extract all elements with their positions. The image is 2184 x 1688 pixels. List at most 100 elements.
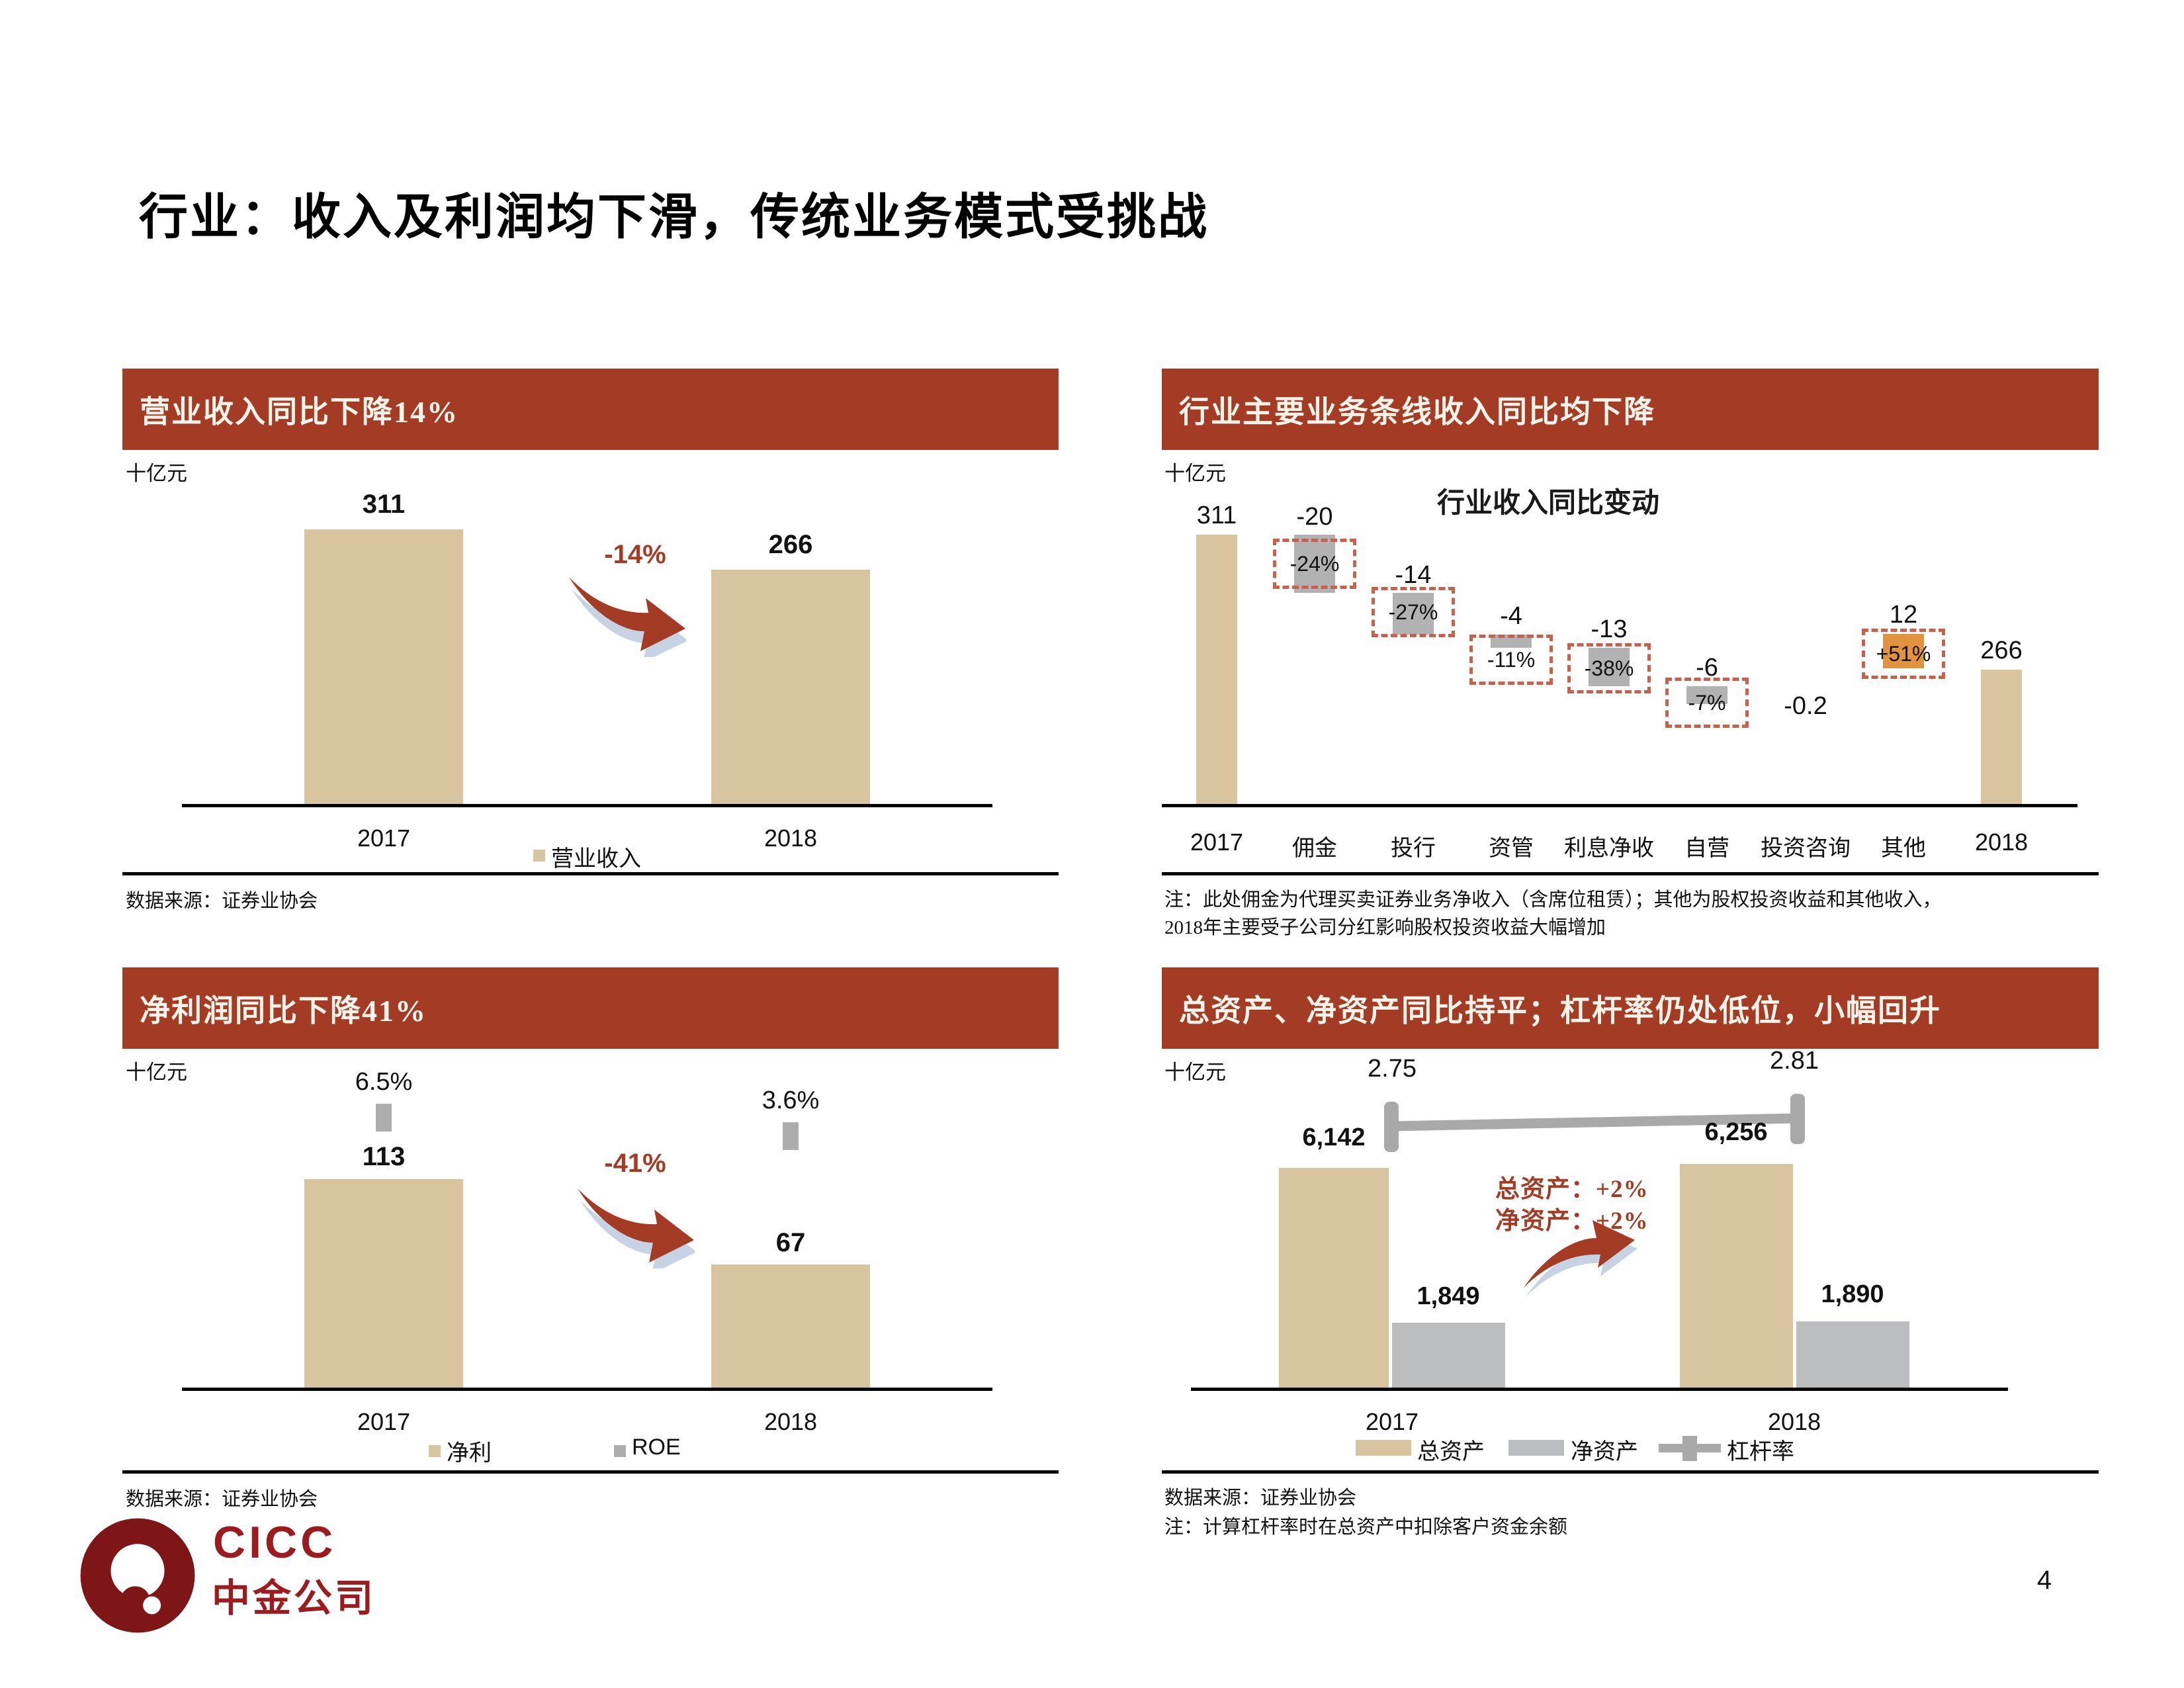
assets-annotation-line2: 净资产：+2% <box>1495 1208 1649 1235</box>
decline-arrow-icon <box>578 1188 695 1268</box>
assets-net-2018-value: 1,890 <box>1821 1280 1884 1308</box>
revenue-change-label: -14% <box>604 540 666 569</box>
waterfall-bar-am <box>1491 635 1532 648</box>
assets-x-axis <box>1191 1388 2008 1391</box>
waterfall-x-interest: 利息净收 <box>1564 836 1654 861</box>
waterfall-x-2018: 2018 <box>1974 828 2029 856</box>
revenue-2018-value: 266 <box>768 530 813 559</box>
revenue-panel-header-text: 营业收入同比下降14% <box>140 394 459 429</box>
waterfall-bar-ib <box>1393 593 1434 635</box>
profit-change-label: -41% <box>604 1149 666 1178</box>
revenue-2017-value: 311 <box>362 490 406 519</box>
revenue-separator <box>122 872 1059 875</box>
profit-roe-2017-marker <box>376 1104 392 1132</box>
profit-2018-bar <box>711 1265 870 1390</box>
profit-roe-2017-value: 6.5% <box>355 1068 413 1096</box>
profit-roe-2018-value: 3.6% <box>762 1087 820 1114</box>
waterfall-value-other: 12 <box>1889 601 1918 629</box>
waterfall-unit-label: 十亿元 <box>1164 462 1226 485</box>
waterfall-value-ib: -14 <box>1395 561 1432 589</box>
revenue-x-2018: 2018 <box>764 824 818 852</box>
waterfall-value-2017: 311 <box>1196 502 1237 529</box>
assets-leverage-2018-value: 2.81 <box>1770 1047 1819 1075</box>
waterfall-bar-2018 <box>1981 670 2022 806</box>
waterfall-pct-other: +51% <box>1862 629 1945 679</box>
profit-x-axis <box>182 1388 992 1391</box>
assets-legend-net-label: 净资产 <box>1571 1440 1638 1464</box>
profit-roe-2018-marker <box>783 1122 799 1150</box>
assets-total-2017-value: 6,142 <box>1302 1124 1366 1151</box>
rise-arrow-icon <box>1524 1220 1638 1296</box>
assets-x-2018: 2018 <box>1767 1408 1821 1435</box>
cicc-logo-chinese-text: 中金公司 <box>212 1577 376 1620</box>
waterfall-value-interest: -13 <box>1591 615 1628 643</box>
waterfall-x-axis <box>1162 804 2077 807</box>
assets-source: 数据来源：证券业协会 <box>1164 1488 1357 1509</box>
revenue-x-axis <box>182 804 992 807</box>
assets-total-2017-bar <box>1279 1168 1389 1390</box>
page-title: 行业：收入及利润均下滑，传统业务模式受挑战 <box>139 191 1209 245</box>
assets-net-2017-bar <box>1392 1323 1505 1390</box>
waterfall-bar-interest <box>1589 648 1630 686</box>
waterfall-chart-title: 行业收入同比变动 <box>1436 488 1659 519</box>
waterfall-bar-other <box>1883 634 1924 668</box>
assets-legend-total-swatch <box>1356 1440 1411 1456</box>
waterfall-bar-2017 <box>1196 535 1237 806</box>
assets-total-2018-bar <box>1680 1164 1793 1390</box>
waterfall-note-line2: 2018年主要受子公司分红影响股权投资收益大幅增加 <box>1164 917 1606 938</box>
profit-2017-value: 113 <box>362 1142 406 1171</box>
waterfall-note-line1: 注：此处佣金为代理买卖证券业务净收入（含席位租赁）；其他为股权投资收益和其他收入… <box>1164 889 1942 911</box>
profit-legend-net-label: 净利 <box>447 1441 492 1466</box>
revenue-x-2017: 2017 <box>357 824 411 852</box>
revenue-source: 数据来源：证券业协会 <box>126 891 318 912</box>
waterfall-separator <box>1162 872 2099 875</box>
waterfall-value-am: -4 <box>1500 602 1522 630</box>
profit-separator <box>122 1470 1059 1474</box>
assets-net-2017-value: 1,849 <box>1417 1282 1480 1310</box>
assets-separator <box>1162 1470 2099 1474</box>
revenue-2018-bar <box>711 570 870 806</box>
profit-panel-header-text: 净利润同比下降41% <box>140 993 427 1028</box>
revenue-unit-label: 十亿元 <box>126 462 187 485</box>
profit-unit-label: 十亿元 <box>126 1061 187 1084</box>
profit-2018-value: 67 <box>775 1228 806 1257</box>
assets-total-2018-value: 6,256 <box>1704 1118 1768 1146</box>
waterfall-value-advisory: -0.2 <box>1784 692 1827 720</box>
waterfall-pct-ib: -27% <box>1372 587 1455 637</box>
profit-legend-roe-label: ROE <box>632 1435 681 1460</box>
assets-legend-leverage-label: 杠杆率 <box>1727 1440 1794 1464</box>
waterfall-x-commission: 佣金 <box>1292 836 1337 861</box>
waterfall-pct-commission: -24% <box>1273 539 1356 589</box>
waterfall-value-commission: -20 <box>1296 503 1333 531</box>
revenue-2017-bar <box>304 529 463 806</box>
waterfall-x-ib: 投行 <box>1391 836 1436 861</box>
leverage-line <box>1384 1094 1805 1152</box>
waterfall-panel-header-text: 行业主要业务条线收入同比均下降 <box>1179 394 1655 429</box>
decline-arrow-icon <box>569 577 686 657</box>
waterfall-x-other: 其他 <box>1881 836 1926 861</box>
waterfall-panel-header: 行业主要业务条线收入同比均下降 <box>1162 369 2099 450</box>
profit-2017-bar <box>304 1179 463 1390</box>
cicc-logo-icon <box>80 1518 195 1633</box>
page-number: 4 <box>2036 1566 2052 1595</box>
profit-legend-roe-swatch <box>614 1445 626 1457</box>
assets-legend-total-label: 总资产 <box>1417 1440 1485 1464</box>
assets-leverage-2017-value: 2.75 <box>1368 1055 1417 1083</box>
revenue-legend-swatch <box>533 850 545 862</box>
profit-x-2017: 2017 <box>357 1408 411 1435</box>
waterfall-x-advisory: 投资咨询 <box>1761 836 1851 861</box>
assets-annotation-line1: 总资产：+2% <box>1495 1176 1649 1203</box>
assets-note: 注：计算杠杆率时在总资产中扣除客户资金余额 <box>1164 1517 1568 1538</box>
assets-net-2018-bar <box>1796 1321 1909 1390</box>
waterfall-x-2017: 2017 <box>1190 828 1244 856</box>
profit-source: 数据来源：证券业协会 <box>126 1489 318 1510</box>
waterfall-value-prop: -6 <box>1696 654 1718 682</box>
profit-x-2018: 2018 <box>764 1408 818 1435</box>
assets-unit-label: 十亿元 <box>1164 1061 1226 1084</box>
assets-panel-header-text: 总资产、净资产同比持平；杠杆率仍处低位，小幅回升 <box>1179 993 1941 1028</box>
waterfall-pct-prop: -7% <box>1665 678 1749 728</box>
assets-legend-net-swatch <box>1508 1440 1564 1456</box>
waterfall-pct-interest: -38% <box>1567 643 1651 693</box>
assets-panel-header: 总资产、净资产同比持平；杠杆率仍处低位，小幅回升 <box>1162 967 2099 1049</box>
waterfall-pct-am: -11% <box>1469 635 1553 685</box>
